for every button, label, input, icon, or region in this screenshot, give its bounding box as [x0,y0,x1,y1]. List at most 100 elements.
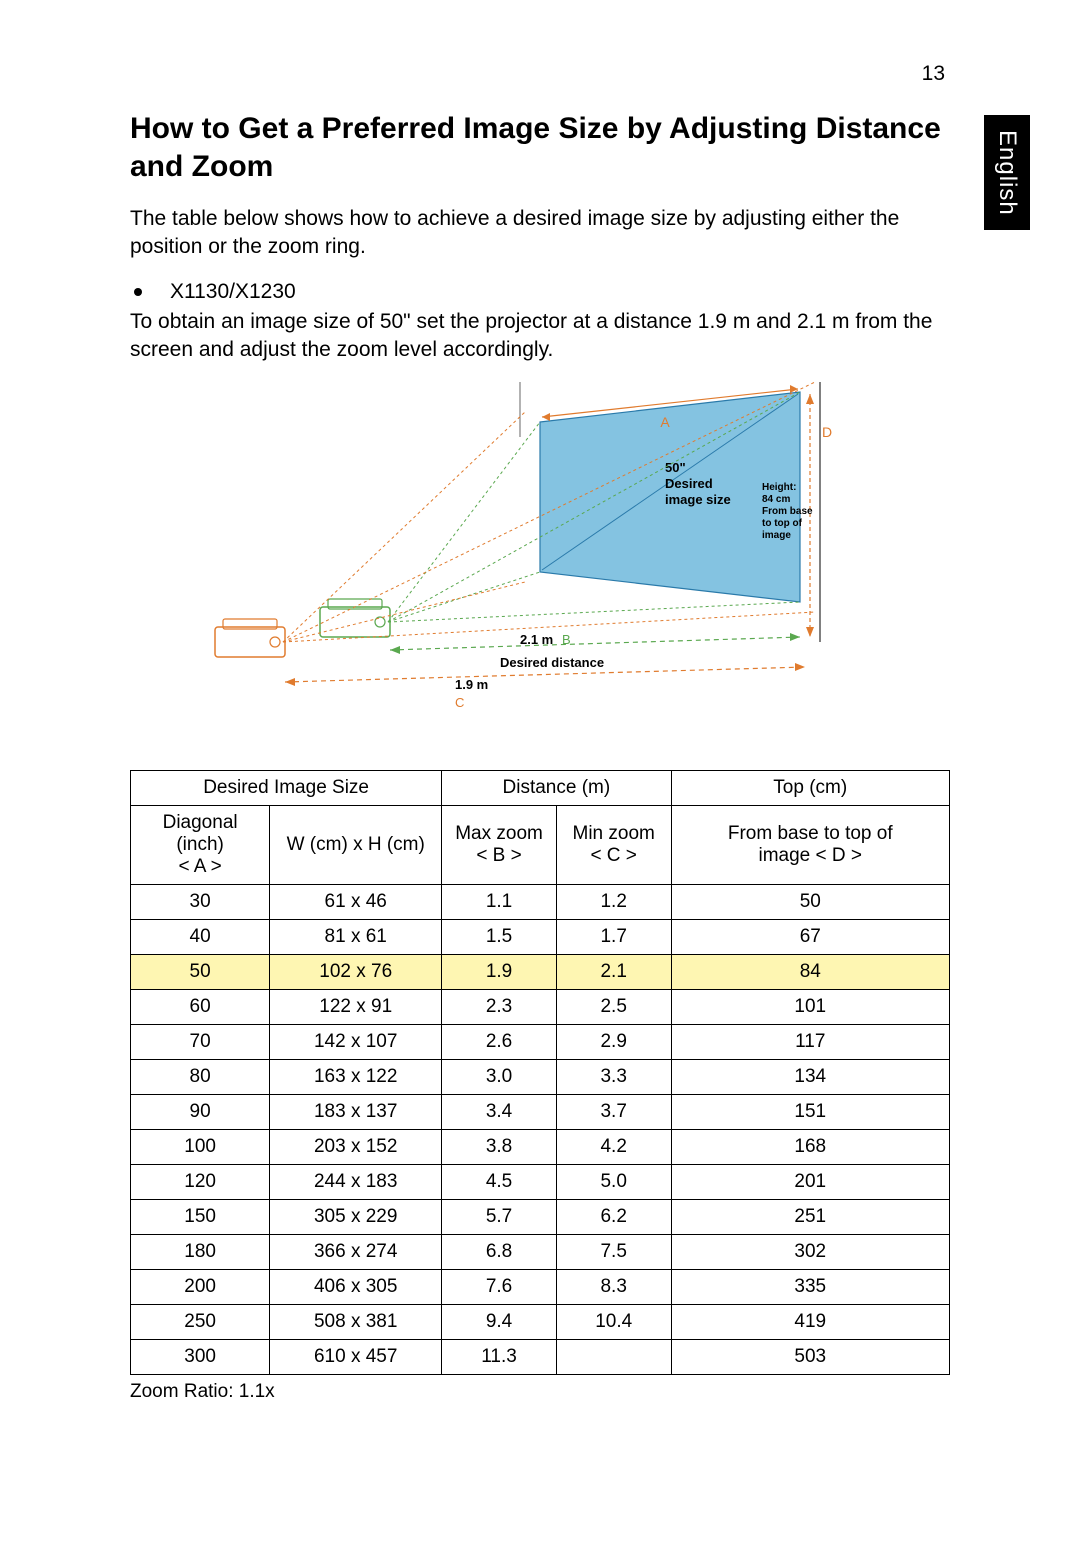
table-row: 80163 x 1223.03.3134 [131,1060,950,1095]
diagram-svg: A50"Desiredimage sizeDHeight:84 cmFrom b… [190,382,890,752]
svg-text:From base: From base [762,506,813,517]
table-cell: 5.7 [442,1200,557,1235]
table-cell: 4.5 [442,1165,557,1200]
table-cell: 163 x 122 [270,1060,442,1095]
table-cell: 60 [131,990,270,1025]
language-tab: English [984,115,1030,230]
table-cell: 3.3 [556,1060,671,1095]
table-group-header: Distance (m) [442,771,671,806]
table-cell: 151 [671,1095,949,1130]
page-number: 13 [922,62,945,86]
table-cell: 250 [131,1305,270,1340]
table-cell: 508 x 381 [270,1305,442,1340]
table-cell: 120 [131,1165,270,1200]
table-cell: 3.7 [556,1095,671,1130]
table-cell: 244 x 183 [270,1165,442,1200]
table-cell: 11.3 [442,1340,557,1375]
table-cell: 183 x 137 [270,1095,442,1130]
bullet-dot-icon [134,288,142,296]
table-cell: 122 x 91 [270,990,442,1025]
table-cell: 5.0 [556,1165,671,1200]
svg-text:A: A [660,414,670,430]
table-cell: 90 [131,1095,270,1130]
table-cell: 67 [671,920,949,955]
table-cell: 610 x 457 [270,1340,442,1375]
table-cell: 4.2 [556,1130,671,1165]
table-row: 90183 x 1373.43.7151 [131,1095,950,1130]
table-row: 50102 x 761.92.184 [131,955,950,990]
table-cell: 200 [131,1270,270,1305]
table-cell: 419 [671,1305,949,1340]
model-description: To obtain an image size of 50" set the p… [130,308,950,365]
table-cell: 30 [131,885,270,920]
svg-text:Desired distance: Desired distance [500,655,604,670]
table-cell: 2.5 [556,990,671,1025]
table-sub-header: From base to top ofimage < D > [671,806,949,885]
table-cell: 168 [671,1130,949,1165]
table-cell: 305 x 229 [270,1200,442,1235]
page-title: How to Get a Preferred Image Size by Adj… [130,110,950,185]
table-cell: 8.3 [556,1270,671,1305]
table-cell: 70 [131,1025,270,1060]
page: 13 English How to Get a Preferred Image … [0,0,1080,1549]
table-row: 70142 x 1072.62.9117 [131,1025,950,1060]
table-cell: 81 x 61 [270,920,442,955]
svg-text:image size: image size [665,492,731,507]
table-row: 250508 x 3819.410.4419 [131,1305,950,1340]
table-cell: 3.4 [442,1095,557,1130]
table-row: 180366 x 2746.87.5302 [131,1235,950,1270]
table-cell: 61 x 46 [270,885,442,920]
table-cell: 40 [131,920,270,955]
table-cell: 7.6 [442,1270,557,1305]
table-cell: 134 [671,1060,949,1095]
svg-text:Height:: Height: [762,482,796,493]
table-cell: 50 [671,885,949,920]
table-cell: 3.8 [442,1130,557,1165]
table-cell: 9.4 [442,1305,557,1340]
model-bullet-text: X1130/X1230 [170,280,296,303]
table-cell: 201 [671,1165,949,1200]
table-cell: 102 x 76 [270,955,442,990]
table-sub-header-row: Diagonal (inch)< A >W (cm) x H (cm)Max z… [131,806,950,885]
table-sub-header: Min zoom< C > [556,806,671,885]
table-cell: 1.7 [556,920,671,955]
svg-text:C: C [455,695,464,710]
table-cell: 150 [131,1200,270,1235]
table-group-header-row: Desired Image SizeDistance (m)Top (cm) [131,771,950,806]
table-cell: 2.3 [442,990,557,1025]
table-cell: 101 [671,990,949,1025]
table-cell: 80 [131,1060,270,1095]
table-cell: 6.2 [556,1200,671,1235]
table-row: 300610 x 45711.3 503 [131,1340,950,1375]
svg-text:2.1 m: 2.1 m [520,632,553,647]
zoom-ratio-label: Zoom Ratio: 1.1x [130,1381,950,1403]
svg-text:to top of: to top of [762,518,803,529]
intro-paragraph: The table below shows how to achieve a d… [130,205,950,262]
table-row: 4081 x 611.51.767 [131,920,950,955]
table-cell: 100 [131,1130,270,1165]
table-row: 200406 x 3057.68.3335 [131,1270,950,1305]
table-cell: 406 x 305 [270,1270,442,1305]
table-cell: 117 [671,1025,949,1060]
svg-text:Desired: Desired [665,476,713,491]
table-cell: 180 [131,1235,270,1270]
table-sub-header: Max zoom< B > [442,806,557,885]
table-cell: 1.1 [442,885,557,920]
table-cell: 2.6 [442,1025,557,1060]
projection-diagram: A50"Desiredimage sizeDHeight:84 cmFrom b… [130,382,950,752]
table-cell: 142 x 107 [270,1025,442,1060]
table-cell: 503 [671,1340,949,1375]
model-bullet-line: X1130/X1230 [130,280,950,304]
table-cell: 1.5 [442,920,557,955]
table-group-header: Desired Image Size [131,771,442,806]
table-sub-header: Diagonal (inch)< A > [131,806,270,885]
table-cell: 50 [131,955,270,990]
svg-text:image: image [762,530,791,541]
sizing-table: Desired Image SizeDistance (m)Top (cm)Di… [130,770,950,1375]
svg-text:1.9 m: 1.9 m [455,677,488,692]
table-group-header: Top (cm) [671,771,949,806]
svg-text:50": 50" [665,460,686,475]
table-cell: 302 [671,1235,949,1270]
table-cell [556,1340,671,1375]
table-cell: 300 [131,1340,270,1375]
